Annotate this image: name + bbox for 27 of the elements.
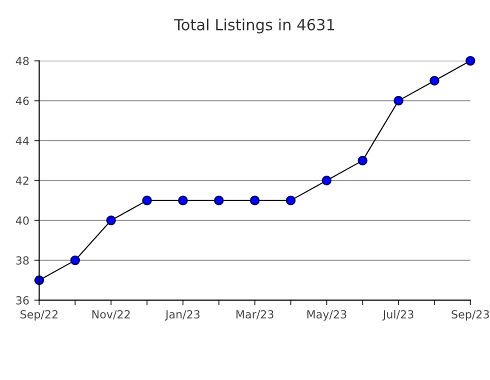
y-tick-label: 38 <box>16 256 29 265</box>
point <box>430 76 440 86</box>
y-tick-label: 36 <box>16 296 29 305</box>
x-tick-label: Jul/23 <box>382 310 414 321</box>
y-tick-label: 44 <box>16 136 29 145</box>
point <box>466 56 476 66</box>
y-tick-label: 42 <box>16 176 28 185</box>
x-tick-label: May/23 <box>307 310 346 321</box>
point <box>178 196 188 206</box>
point <box>70 255 80 266</box>
chart-title: Total Listings in 4631 <box>174 18 334 34</box>
x-tick-label: Jan/23 <box>164 310 200 321</box>
point <box>214 196 224 206</box>
x-tick-label: Sep/22 <box>20 310 58 321</box>
y-tick-label: 48 <box>16 56 29 66</box>
x-tick-label: Mar/23 <box>236 310 274 320</box>
x-tick-label: Nov/22 <box>92 310 130 320</box>
y-tick-label: 40 <box>16 216 29 225</box>
y-tick-label: 46 <box>16 96 29 106</box>
point <box>142 196 152 206</box>
point <box>250 196 260 206</box>
point <box>106 216 116 226</box>
point <box>394 96 404 106</box>
x-tick-label: Sep/23 <box>452 310 489 321</box>
point <box>286 196 296 206</box>
point <box>358 156 368 166</box>
point <box>322 176 332 186</box>
